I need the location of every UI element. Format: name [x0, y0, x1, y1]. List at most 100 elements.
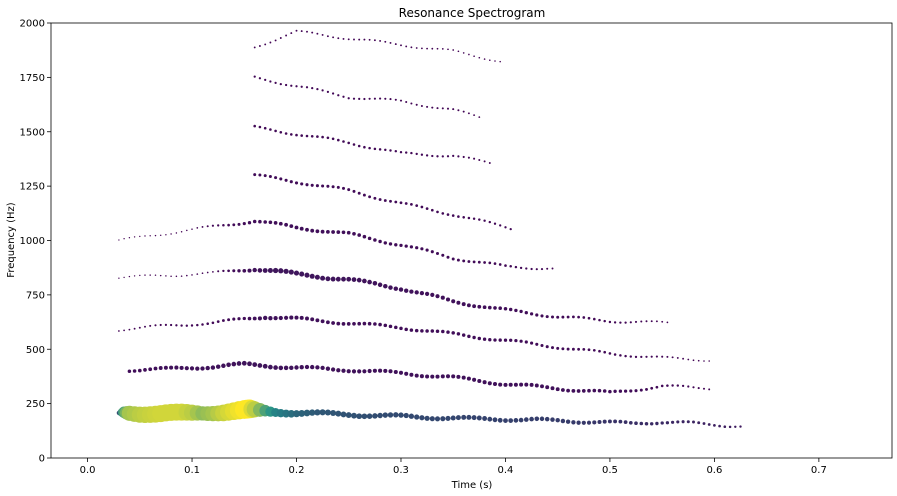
scatter-point: [582, 316, 586, 319]
scatter-point: [331, 137, 335, 141]
scatter-point: [535, 313, 539, 317]
scatter-point: [393, 412, 399, 418]
scatter-point: [373, 238, 377, 242]
scatter-point: [170, 275, 172, 277]
scatter-point: [367, 279, 372, 285]
scatter-point: [404, 244, 408, 248]
scatter-point: [258, 219, 262, 224]
scatter-point: [661, 320, 664, 323]
scatter-point: [414, 373, 419, 378]
scatter-point: [378, 368, 383, 373]
scatter-point: [420, 247, 424, 251]
scatter-point: [478, 218, 481, 221]
scatter-point: [430, 208, 434, 212]
scatter-point: [405, 151, 408, 154]
scatter-point: [435, 374, 440, 379]
scatter-point: [466, 414, 472, 420]
scatter-point: [383, 241, 388, 245]
scatter-point: [644, 422, 649, 426]
scatter-point: [241, 360, 247, 366]
scatter-point: [430, 292, 435, 297]
scatter-point: [200, 366, 205, 371]
scatter-point: [268, 364, 273, 370]
scatter-point: [133, 327, 136, 330]
scatter-point: [734, 425, 737, 429]
scatter-point: [435, 251, 440, 256]
plot-frame: [50, 22, 893, 459]
scatter-point: [455, 415, 461, 421]
scatter-point: [377, 282, 383, 288]
scatter-point: [148, 367, 153, 372]
scatter-point: [666, 384, 669, 387]
scatter-point: [467, 216, 471, 220]
scatter-point: [222, 269, 225, 273]
scatter-point: [279, 37, 282, 39]
scatter-point: [190, 324, 194, 327]
scatter-point: [358, 97, 361, 100]
scatter-point: [165, 234, 167, 236]
x-tick-label: 0.3: [393, 465, 409, 476]
scatter-point: [247, 221, 252, 225]
scatter-point: [269, 41, 272, 44]
scatter-point: [493, 262, 497, 265]
scatter-point: [582, 348, 586, 351]
scatter-point: [316, 87, 319, 91]
scatter-point: [681, 420, 685, 424]
scatter-point: [410, 102, 413, 105]
scatter-point: [253, 173, 257, 177]
scatter-point: [144, 235, 146, 237]
scatter-point: [378, 198, 382, 201]
scatter-point: [293, 270, 300, 276]
scatter-point: [566, 315, 570, 319]
scatter-point: [409, 328, 414, 332]
scatter-point: [472, 217, 476, 220]
scatter-point: [697, 421, 701, 425]
scatter-point: [645, 387, 648, 391]
scatter-point: [650, 320, 653, 323]
scatter-point: [169, 365, 174, 370]
scatter-point: [436, 47, 439, 50]
scatter-point: [660, 384, 664, 388]
scatter-point: [368, 146, 371, 150]
scatter-point: [571, 420, 576, 425]
scatter-point: [556, 346, 560, 350]
scatter-point: [325, 366, 331, 371]
scatter-point: [133, 236, 136, 238]
scatter-point: [373, 196, 377, 200]
scatter-point: [315, 365, 320, 370]
scatter-point: [252, 267, 257, 273]
scatter-point: [473, 55, 475, 58]
scatter-point: [671, 356, 674, 359]
scatter-point: [405, 100, 408, 104]
scatter-point: [545, 345, 549, 349]
scatter-point: [586, 420, 592, 425]
scatter-point: [300, 85, 303, 88]
scatter-point: [368, 195, 372, 199]
scatter-point: [488, 162, 491, 164]
scatter-point: [551, 346, 554, 350]
scatter-point: [478, 158, 481, 162]
scatter-point: [294, 315, 299, 320]
scatter-point: [362, 369, 367, 374]
scatter-point: [341, 322, 346, 326]
scatter-point: [342, 95, 345, 98]
scatter-point: [387, 412, 394, 418]
scatter-point: [708, 360, 710, 362]
scatter-point: [415, 246, 419, 250]
scatter-point: [314, 274, 320, 280]
scatter-point: [394, 43, 397, 46]
scatter-point: [482, 337, 487, 341]
x-tick-label: 0.5: [602, 465, 618, 476]
y-axis-label: Frequency (Hz): [6, 202, 17, 278]
scatter-point: [356, 277, 362, 283]
scatter-point: [587, 388, 591, 393]
scatter-point: [206, 322, 209, 325]
scatter-point: [518, 417, 524, 423]
scatter-point: [342, 186, 345, 190]
scatter-point: [383, 283, 388, 289]
scatter-point: [367, 321, 372, 326]
scatter-point: [451, 331, 455, 335]
scatter-point: [718, 424, 721, 428]
scatter-point: [551, 267, 554, 270]
scatter-point: [325, 276, 331, 282]
